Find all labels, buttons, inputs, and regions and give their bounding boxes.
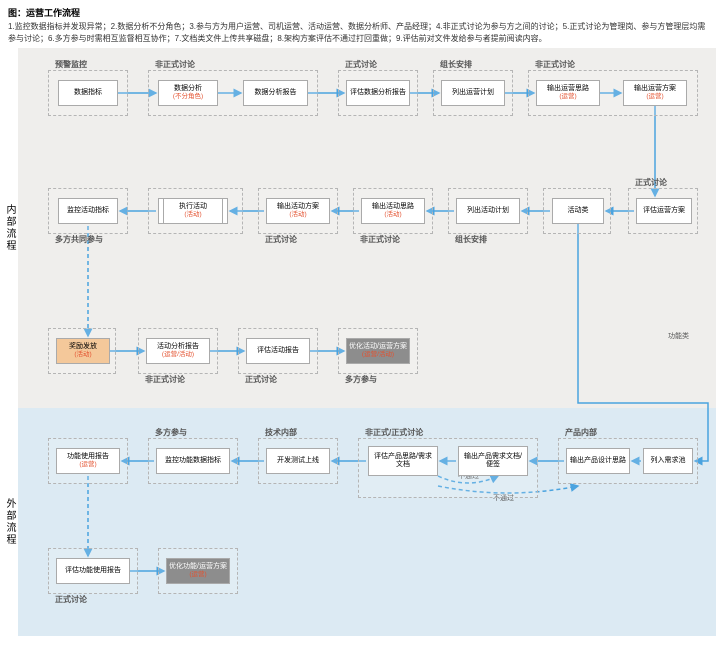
node-role: (运营) xyxy=(626,93,684,101)
group-label: 非正式讨论 xyxy=(535,59,575,70)
node: 活动分析报告(运营/活动) xyxy=(146,338,210,364)
node: 数据分析(不分角色) xyxy=(158,80,218,106)
inner-section: 内部流程 功能类 预警监控非正式讨论正式讨论组长安排非正式讨论正式讨论组长安排非… xyxy=(18,48,716,408)
node-text: 开发测试上线 xyxy=(269,457,327,465)
group-label: 非正式讨论 xyxy=(360,234,400,245)
node-text: 评估数据分析报告 xyxy=(349,89,407,97)
node-role: (运营) xyxy=(59,461,117,469)
node: 输出运营思路(运营) xyxy=(536,80,600,106)
node-text: 评估活动报告 xyxy=(249,347,307,355)
group-label: 多方参与 xyxy=(155,427,187,438)
diagram-title: 图：运营工作流程 xyxy=(0,0,720,21)
node: 输出产品设计思路 xyxy=(566,448,630,474)
node-text: 列出运营计划 xyxy=(444,89,502,97)
node: 活动类 xyxy=(552,198,604,224)
node-text: 监控活动指标 xyxy=(61,207,115,215)
group-label: 多方共同参与 xyxy=(55,234,103,245)
node: 评估运营方案 xyxy=(636,198,692,224)
node: 评估功能使用报告 xyxy=(56,558,130,584)
node: 开发测试上线 xyxy=(266,448,330,474)
node-role: (运营/活动) xyxy=(149,351,207,359)
node-role: (活动) xyxy=(364,211,422,219)
node-text: 活动类 xyxy=(555,207,601,215)
node-role: (运营) xyxy=(539,93,597,101)
node-text: 数据分析报告 xyxy=(246,89,305,97)
node: 评估活动报告 xyxy=(246,338,310,364)
group-label: 组长安排 xyxy=(455,234,487,245)
node: 数据指标 xyxy=(58,80,118,106)
node-text: 输出产品设计思路 xyxy=(569,457,627,465)
node: 列出运营计划 xyxy=(441,80,505,106)
outer-label: 外部流程 xyxy=(2,498,17,546)
node: 列出活动计划 xyxy=(456,198,520,224)
group-label: 组长安排 xyxy=(440,59,472,70)
group-label: 正式讨论 xyxy=(265,234,297,245)
node-text: 评估运营方案 xyxy=(639,207,689,215)
node-text: 列出活动计划 xyxy=(459,207,517,215)
node-text: 数据指标 xyxy=(61,89,115,97)
node-text: 输出产品需求文档/便签 xyxy=(461,453,525,470)
group-label: 正式讨论 xyxy=(55,594,87,605)
group-label: 正式讨论 xyxy=(635,177,667,188)
node: 监控功能数据指标 xyxy=(156,448,230,474)
node-role: (活动) xyxy=(59,351,107,359)
node-role: (不分角色) xyxy=(161,93,215,101)
diagram-subtitle: 1.监控数据指标并发现异常；2.数据分析不分角色；3.参与方为用户运营、司机运营… xyxy=(0,21,720,51)
group-label: 非正式讨论 xyxy=(155,59,195,70)
node-role: (运营/活动) xyxy=(349,351,407,359)
group-label: 产品内部 xyxy=(565,427,597,438)
node-role: (运营) xyxy=(169,571,227,579)
group-label: 非正式讨论 xyxy=(145,374,185,385)
node-text: 评估产品思路/需求文档 xyxy=(371,453,435,470)
node-text: 监控功能数据指标 xyxy=(159,457,227,465)
node: 执行活动(活动) xyxy=(163,198,223,224)
node: 优化功能/运营方案(运营) xyxy=(166,558,230,584)
node: 功能使用报告(运营) xyxy=(56,448,120,474)
node: 输出活动思路(活动) xyxy=(361,198,425,224)
node: 优化活动/运营方案(运营/活动) xyxy=(346,338,410,364)
inner-label: 内部流程 xyxy=(2,204,17,252)
node: 监控活动指标 xyxy=(58,198,118,224)
group-label: 正式讨论 xyxy=(345,59,377,70)
node-role: (活动) xyxy=(166,211,220,219)
group-label: 正式讨论 xyxy=(245,374,277,385)
node: 奖励发放(活动) xyxy=(56,338,110,364)
node-text: 列入需求池 xyxy=(646,457,690,465)
svg-text:功能类: 功能类 xyxy=(668,331,689,340)
node: 评估产品思路/需求文档 xyxy=(368,446,438,476)
group-label: 多方参与 xyxy=(345,374,377,385)
node: 输出运营方案(运营) xyxy=(623,80,687,106)
node-text: 评估功能使用报告 xyxy=(59,567,127,575)
node-role: (活动) xyxy=(269,211,327,219)
outer-section: 外部流程 不通过不通过 多方参与技术内部非正式/正式讨论产品内部正式讨论功能使用… xyxy=(18,408,716,636)
node: 输出活动方案(活动) xyxy=(266,198,330,224)
group-label: 预警监控 xyxy=(55,59,87,70)
group-label: 非正式/正式讨论 xyxy=(365,427,423,438)
group-label: 技术内部 xyxy=(265,427,297,438)
node: 数据分析报告 xyxy=(243,80,308,106)
node: 输出产品需求文档/便签 xyxy=(458,446,528,476)
node: 列入需求池 xyxy=(643,448,693,474)
node: 评估数据分析报告 xyxy=(346,80,410,106)
